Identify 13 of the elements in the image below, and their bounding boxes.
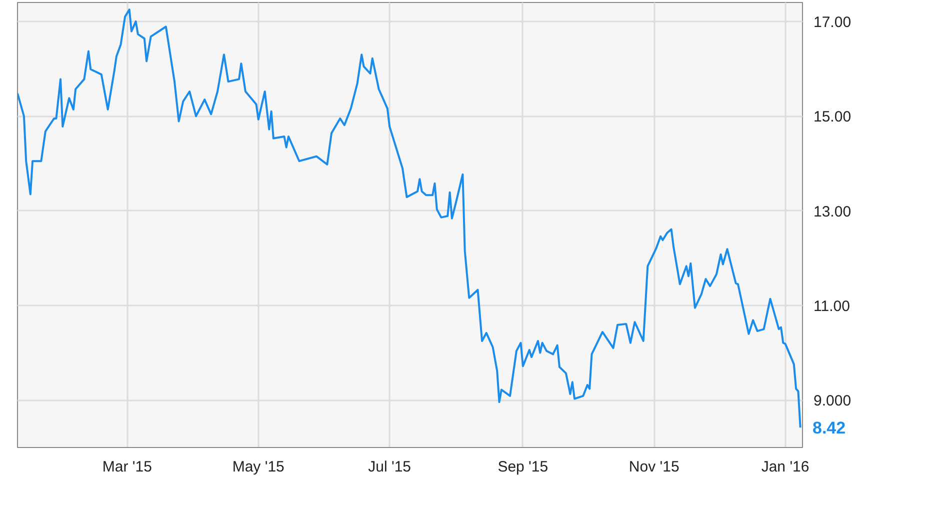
x-tick-label: Jan '16 <box>761 458 810 476</box>
line-series <box>18 8 802 429</box>
annotation: 8.42 <box>812 418 846 438</box>
y-tick-label: 17.00 <box>814 14 852 31</box>
x-tick-label: Nov '15 <box>628 458 680 476</box>
x-tick-label: Jul '15 <box>368 458 412 476</box>
x-tick-label: Sep '15 <box>498 458 548 476</box>
y-tick-label: 9.000 <box>814 392 852 410</box>
y-tick-label: 15.00 <box>814 108 852 126</box>
x-tick-label: Mar '15 <box>102 458 152 476</box>
x-tick-label: May '15 <box>232 458 284 476</box>
y-tick-label: 11.00 <box>814 298 850 315</box>
y-tick-label: 13.00 <box>814 203 852 220</box>
